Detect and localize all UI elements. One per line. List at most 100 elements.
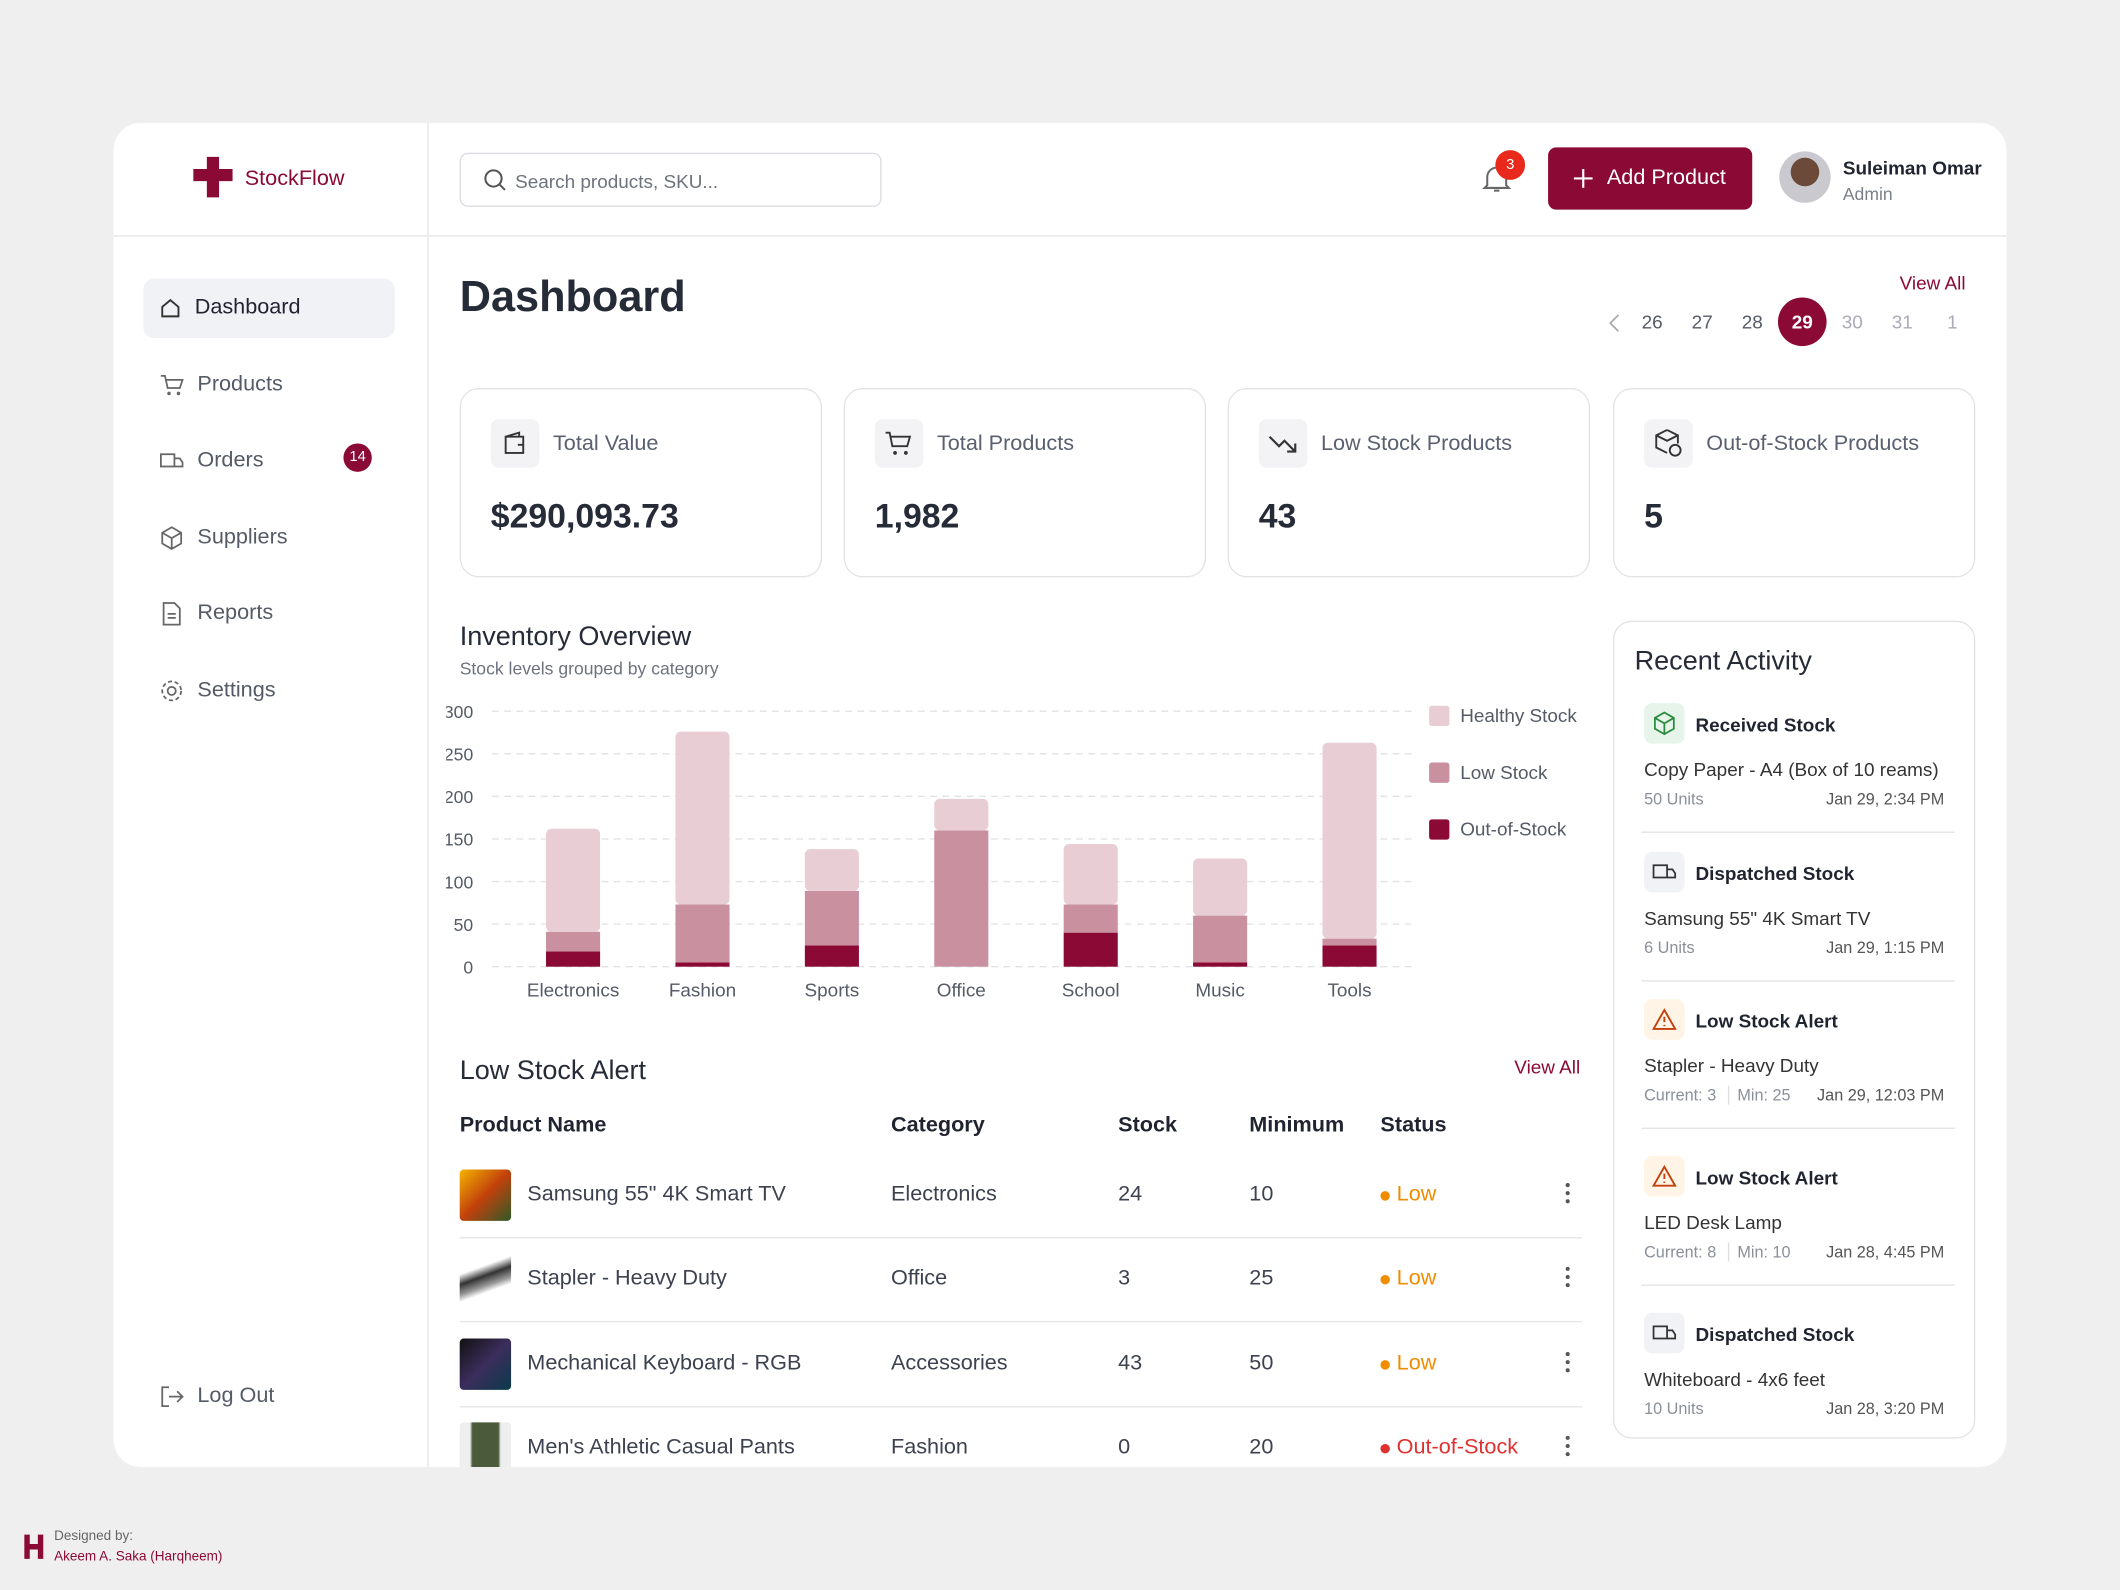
legend-label: Healthy Stock: [1460, 706, 1577, 727]
product-thumb: [459, 1253, 512, 1306]
view-all-link[interactable]: View All: [1514, 1055, 1581, 1078]
add-product-button[interactable]: Add Product: [1548, 147, 1753, 210]
activity-detail: 10 Units: [1644, 1399, 1704, 1419]
logout[interactable]: Log Out: [143, 1367, 394, 1426]
row-menu[interactable]: [1565, 1183, 1571, 1207]
nav-item[interactable]: Products: [143, 356, 394, 415]
bar-segment: [1322, 742, 1377, 939]
column-header: Status: [1380, 1114, 1447, 1138]
date-item[interactable]: 29: [1777, 297, 1827, 347]
row-menu[interactable]: [1565, 1351, 1571, 1375]
logout-label: Log Out: [197, 1384, 275, 1408]
nav-label: Reports: [197, 601, 274, 625]
user-name: Suleiman Omar: [1842, 156, 1982, 179]
button-label: Add Product: [1606, 166, 1726, 190]
row-divider: [459, 1405, 1582, 1407]
date-item[interactable]: 26: [1641, 310, 1663, 333]
x-tick-label: School: [1062, 980, 1120, 1001]
activity-divider: [1641, 980, 1956, 982]
stock: 24: [1118, 1183, 1143, 1207]
stat-icon: [1644, 419, 1693, 468]
minimum: 20: [1249, 1435, 1274, 1459]
table-title: Low Stock Alert: [459, 1055, 647, 1086]
activity-icon: [1644, 703, 1685, 744]
nav-label: Dashboard: [194, 296, 301, 320]
stat-value: 43: [1258, 497, 1297, 536]
search-box[interactable]: Search products, SKU...: [459, 152, 882, 207]
avatar[interactable]: [1779, 151, 1831, 203]
nav-item[interactable]: Orders: [143, 431, 394, 490]
stat-card: Total Products 1,982: [843, 388, 1207, 578]
stock: 0: [1118, 1435, 1131, 1459]
activity-detail: 6 Units: [1644, 938, 1695, 958]
legend-swatch: [1429, 819, 1450, 840]
row-menu[interactable]: [1565, 1435, 1571, 1460]
status-dot: [1380, 1191, 1390, 1201]
bar-segment: [1322, 945, 1377, 967]
minimum: 50: [1249, 1351, 1274, 1375]
nav-item[interactable]: Settings: [143, 661, 394, 720]
logo: [193, 156, 233, 198]
inventory-chart: 0 50 100 150 200 250 300 Electronics Fashion Spor…: [446, 702, 1577, 1002]
product-name: Mechanical Keyboard - RGB: [527, 1351, 802, 1375]
page-title: Dashboard: [459, 271, 686, 321]
stock: 43: [1118, 1351, 1143, 1375]
stat-value: 1,982: [874, 497, 960, 536]
product-thumb: [459, 1169, 512, 1221]
date-item[interactable]: 28: [1741, 310, 1763, 333]
bar-segment: [675, 904, 730, 963]
search-placeholder: Search products, SKU...: [515, 170, 719, 192]
activity-type: Dispatched Stock: [1695, 862, 1855, 885]
nav-item[interactable]: Dashboard: [143, 278, 395, 339]
date-item[interactable]: 27: [1691, 310, 1713, 333]
y-tick-label: 0: [463, 957, 473, 977]
activity-type: Received Stock: [1695, 713, 1836, 736]
y-tick-label: 100: [446, 872, 473, 892]
status-dot: [1380, 1443, 1390, 1454]
designer-logo: [24, 1534, 44, 1559]
nav-item[interactable]: Reports: [143, 584, 394, 643]
activity-detail: Current: 3: [1644, 1085, 1717, 1105]
view-all-link[interactable]: View All: [1899, 271, 1966, 294]
bar-segment: [546, 931, 601, 952]
notification-badge: 3: [1495, 150, 1526, 180]
activity-time: Jan 29, 2:34 PM: [1826, 789, 1945, 809]
stat-label: Out-of-Stock Products: [1706, 432, 1920, 456]
activity-item: Copy Paper - A4 (Box of 10 reams): [1644, 758, 1939, 781]
activity-divider: [1641, 831, 1956, 833]
activity-type: Low Stock Alert: [1695, 1009, 1838, 1032]
activity-title: Recent Activity: [1634, 646, 1812, 677]
header-divider: [113, 235, 2007, 237]
activity-time: Jan 28, 3:20 PM: [1826, 1399, 1945, 1419]
y-tick-label: 150: [446, 830, 473, 850]
date-item[interactable]: 31: [1891, 310, 1913, 333]
stat-label: Total Value: [552, 432, 659, 456]
row-menu[interactable]: [1565, 1267, 1571, 1291]
x-tick-label: Fashion: [669, 980, 736, 1001]
stat-value: 5: [1644, 497, 1663, 536]
nav-badge: 14: [343, 443, 372, 472]
stat-icon: [1258, 419, 1308, 468]
status: Out-of-Stock: [1396, 1435, 1519, 1459]
plus-icon: [1574, 169, 1594, 188]
stat-value: $290,093.73: [490, 497, 679, 536]
x-tick-label: Music: [1195, 980, 1244, 1001]
date-item[interactable]: 1: [1947, 310, 1958, 333]
row-divider: [459, 1237, 1582, 1239]
nav-item[interactable]: Suppliers: [143, 508, 394, 567]
status: Low: [1396, 1267, 1437, 1291]
bar-segment: [1063, 904, 1118, 933]
status: Low: [1396, 1183, 1437, 1207]
prev-arrow[interactable]: [1608, 314, 1622, 333]
column-header: Category: [890, 1114, 985, 1138]
date-item[interactable]: 30: [1841, 310, 1863, 333]
activity-icon: [1644, 999, 1685, 1040]
bar-segment: [675, 731, 730, 905]
status-dot: [1380, 1359, 1390, 1370]
activity-item: LED Desk Lamp: [1644, 1211, 1782, 1234]
bar-segment: [804, 890, 859, 946]
x-tick-label: Electronics: [527, 980, 619, 1001]
bar-segment: [546, 828, 601, 932]
